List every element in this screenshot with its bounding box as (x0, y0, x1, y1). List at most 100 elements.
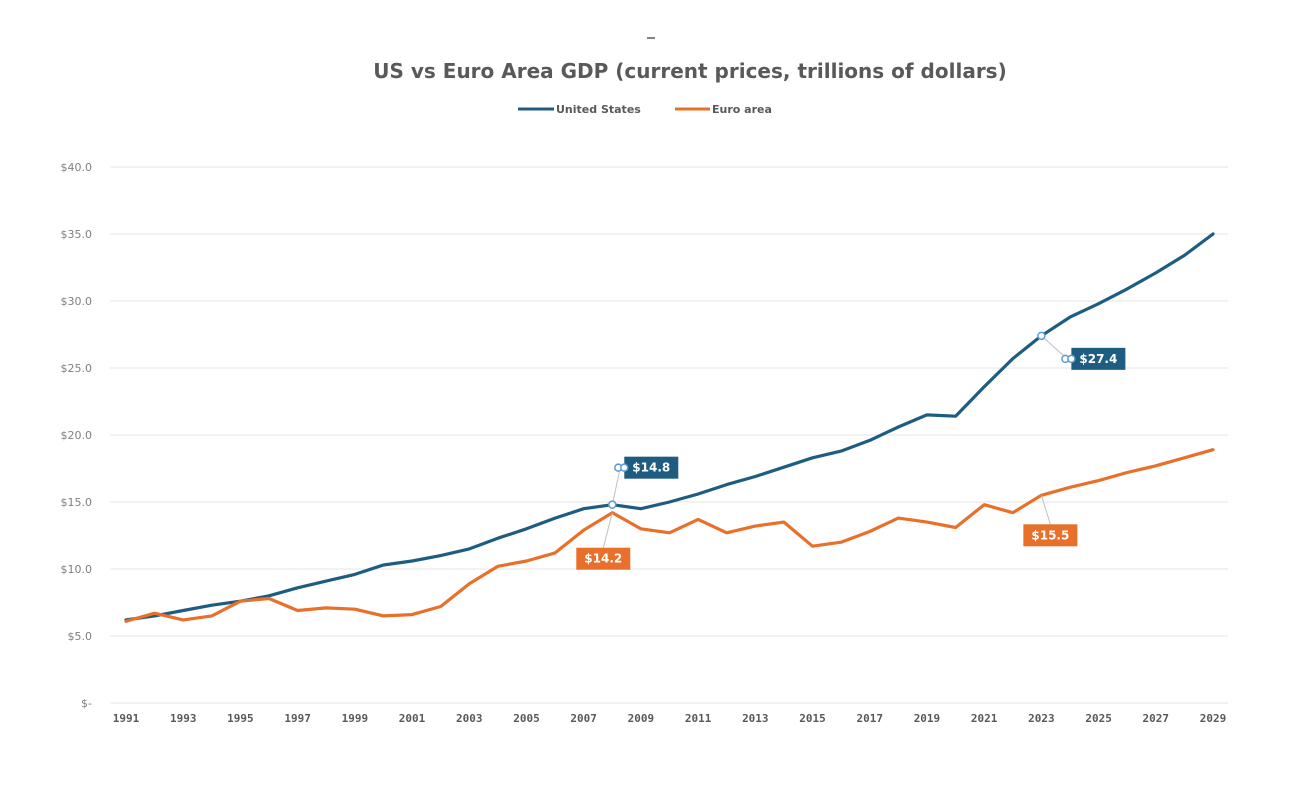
data-point-united-states[interactable] (924, 412, 930, 418)
data-point-united-states[interactable] (495, 535, 501, 541)
data-point-united-states[interactable] (581, 506, 587, 512)
data-point-euro-area[interactable] (924, 519, 930, 525)
data-point-euro-area[interactable] (495, 563, 501, 569)
data-point-euro-area[interactable] (466, 581, 472, 587)
data-point-euro-area[interactable] (1067, 484, 1073, 490)
data-point-euro-area[interactable] (581, 527, 587, 533)
data-point-united-states[interactable] (838, 448, 844, 454)
data-point-united-states[interactable] (1010, 356, 1016, 362)
data-point-euro-area[interactable] (1153, 463, 1159, 469)
data-point-united-states[interactable] (667, 499, 673, 505)
data-point-euro-area[interactable] (895, 515, 901, 521)
data-point-euro-area[interactable] (180, 617, 186, 623)
data-point-united-states[interactable] (953, 413, 959, 419)
x-tick-label: 2001 (399, 712, 426, 725)
x-tick-label: 2025 (1085, 712, 1112, 725)
data-point-united-states[interactable] (380, 562, 386, 568)
data-label-euro-area-2023[interactable]: $15.5 (1023, 495, 1078, 547)
data-point-united-states[interactable] (867, 437, 873, 443)
data-point-united-states[interactable] (981, 384, 987, 390)
y-tick-label: $25.0 (61, 362, 93, 375)
y-tick-label: $- (81, 697, 92, 710)
x-tick-label: 1999 (342, 712, 369, 725)
data-point-united-states[interactable] (752, 474, 758, 480)
data-point-united-states[interactable] (1096, 301, 1102, 307)
data-point-united-states[interactable] (638, 506, 644, 512)
data-point-euro-area[interactable] (1181, 455, 1187, 461)
data-label-text: $14.8 (632, 461, 670, 475)
data-point-euro-area[interactable] (781, 519, 787, 525)
data-point-euro-area[interactable] (295, 608, 301, 614)
data-label-euro-area-2008[interactable]: $14.2 (576, 512, 631, 570)
data-point-euro-area[interactable] (981, 502, 987, 508)
data-point-euro-area[interactable] (667, 530, 673, 536)
data-point-euro-area[interactable] (523, 558, 529, 564)
data-point-euro-area[interactable] (352, 606, 358, 612)
data-point-united-states[interactable] (810, 455, 816, 461)
data-point-united-states[interactable] (180, 608, 186, 614)
data-label-united-states-2023[interactable]: $27.4 (1037, 331, 1126, 370)
y-tick-label: $30.0 (61, 295, 93, 308)
x-tick-label: 1997 (284, 712, 311, 725)
data-point-united-states[interactable] (466, 546, 472, 552)
data-point-euro-area[interactable] (1010, 510, 1016, 516)
data-point-euro-area[interactable] (953, 524, 959, 530)
data-point-united-states[interactable] (1067, 314, 1073, 320)
data-point-euro-area[interactable] (209, 613, 215, 619)
y-tick-label: $5.0 (68, 630, 93, 643)
data-point-euro-area[interactable] (438, 604, 444, 610)
data-point-euro-area[interactable] (752, 523, 758, 529)
legend-item-euro-area[interactable]: Euro area (675, 103, 772, 116)
data-point-euro-area[interactable] (123, 618, 129, 624)
data-point-united-states[interactable] (695, 491, 701, 497)
data-point-euro-area[interactable] (152, 610, 158, 616)
x-tick-label: 2019 (914, 712, 941, 725)
data-point-united-states[interactable] (724, 482, 730, 488)
data-point-united-states[interactable] (209, 602, 215, 608)
data-point-euro-area[interactable] (323, 605, 329, 611)
data-label-box (576, 547, 631, 570)
data-point-euro-area[interactable] (810, 543, 816, 549)
y-tick-label: $10.0 (61, 563, 93, 576)
data-point-united-states[interactable] (895, 424, 901, 430)
data-point-euro-area[interactable] (867, 528, 873, 534)
data-point-united-states[interactable] (323, 578, 329, 584)
series-line-united-states[interactable] (124, 232, 1215, 622)
data-point-united-states[interactable] (295, 585, 301, 591)
data-point-euro-area[interactable] (1210, 447, 1216, 453)
selection-handle[interactable] (620, 463, 629, 472)
data-point-united-states[interactable] (523, 526, 529, 532)
data-point-euro-area[interactable] (266, 595, 272, 601)
data-point-united-states[interactable] (1210, 231, 1216, 237)
data-point-euro-area[interactable] (1124, 470, 1130, 476)
selection-handle[interactable] (1067, 354, 1076, 364)
data-point-euro-area[interactable] (409, 612, 415, 618)
data-point-united-states[interactable] (552, 515, 558, 521)
series-line-euro-area[interactable] (124, 448, 1215, 623)
data-point-united-states[interactable] (1124, 286, 1130, 292)
x-tick-label: 2021 (971, 712, 998, 725)
leader-line (1040, 495, 1051, 525)
y-tick-label: $20.0 (61, 429, 93, 442)
data-point-euro-area[interactable] (724, 530, 730, 536)
data-point-united-states[interactable] (438, 553, 444, 559)
data-point-euro-area[interactable] (380, 613, 386, 619)
data-point-united-states[interactable] (1181, 252, 1187, 258)
legend-item-united-states[interactable]: United States (518, 103, 641, 116)
data-point-euro-area[interactable] (695, 516, 701, 522)
data-point-united-states[interactable] (1153, 270, 1159, 276)
selection-handle[interactable] (1037, 331, 1046, 341)
leader-line (602, 512, 613, 548)
data-point-euro-area[interactable] (1096, 478, 1102, 484)
data-label-united-states-2008[interactable]: $14.8 (608, 456, 679, 509)
data-point-euro-area[interactable] (838, 539, 844, 545)
selection-handle[interactable] (608, 500, 617, 509)
data-point-united-states[interactable] (352, 571, 358, 577)
data-point-euro-area[interactable] (237, 598, 243, 604)
data-point-euro-area[interactable] (552, 550, 558, 556)
legend-label-united-states: United States (556, 103, 641, 116)
data-point-united-states[interactable] (781, 464, 787, 470)
data-point-united-states[interactable] (409, 558, 415, 564)
data-point-euro-area[interactable] (638, 526, 644, 532)
